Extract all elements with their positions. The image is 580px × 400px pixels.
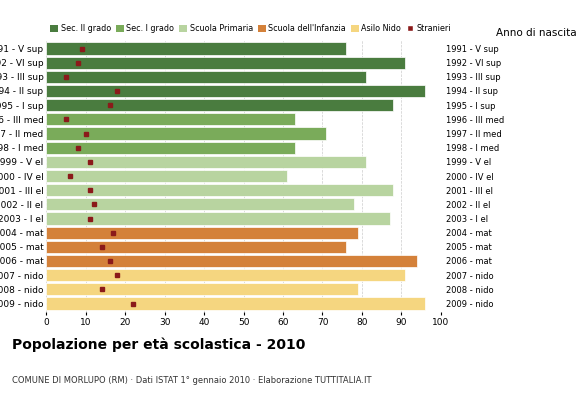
Bar: [46, 142, 295, 154]
Bar: [46, 57, 405, 69]
Bar: [46, 184, 393, 196]
Bar: [46, 156, 366, 168]
Text: Anno di nascita: Anno di nascita: [496, 28, 577, 38]
Bar: [46, 85, 425, 97]
Text: Popolazione per età scolastica - 2010: Popolazione per età scolastica - 2010: [12, 338, 305, 352]
Legend: Sec. II grado, Sec. I grado, Scuola Primaria, Scuola dell'Infanzia, Asilo Nido, : Sec. II grado, Sec. I grado, Scuola Prim…: [50, 24, 451, 33]
Bar: [46, 99, 393, 111]
Bar: [46, 71, 366, 83]
Bar: [46, 170, 287, 182]
Bar: [46, 298, 425, 310]
Bar: [46, 128, 327, 140]
Bar: [46, 255, 417, 267]
Text: COMUNE DI MORLUPO (RM) · Dati ISTAT 1° gennaio 2010 · Elaborazione TUTTITALIA.IT: COMUNE DI MORLUPO (RM) · Dati ISTAT 1° g…: [12, 376, 371, 385]
Bar: [46, 212, 390, 224]
Bar: [46, 198, 354, 210]
Bar: [46, 113, 295, 125]
Bar: [46, 241, 346, 253]
Bar: [46, 227, 358, 239]
Bar: [46, 42, 346, 54]
Bar: [46, 283, 358, 295]
Bar: [46, 269, 405, 281]
